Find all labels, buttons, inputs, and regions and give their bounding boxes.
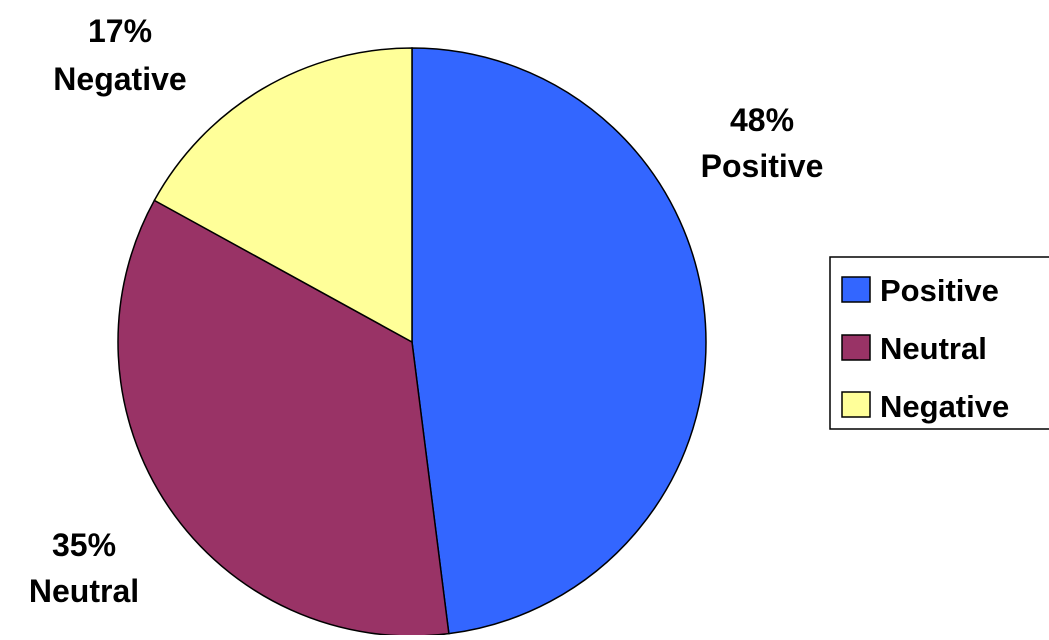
pie-slice-positive (411, 47, 707, 635)
pie-slices (117, 47, 707, 637)
legend-label-positive: Positive (880, 273, 999, 308)
legend-label-negative: Negative (880, 389, 1009, 424)
data-label-positive-name: Positive (701, 148, 824, 184)
data-label-neutral-percent: 35% (52, 527, 116, 563)
data-label-negative-name: Negative (53, 61, 186, 97)
data-label-negative-percent: 17% (88, 13, 152, 49)
legend-label-neutral: Neutral (880, 331, 987, 366)
data-label-neutral-name: Neutral (29, 573, 139, 609)
data-labels: 48% Positive 35% Neutral 17% Negative (29, 13, 823, 609)
legend-swatch-neutral (841, 334, 871, 361)
legend-swatch-positive (841, 276, 871, 303)
legend-swatch-negative (841, 391, 871, 418)
pie-slice-neutral (117, 199, 450, 637)
data-label-positive-percent: 48% (730, 102, 794, 138)
legend: Positive Neutral Negative (829, 256, 1049, 430)
pie-slice-negative (153, 47, 413, 344)
